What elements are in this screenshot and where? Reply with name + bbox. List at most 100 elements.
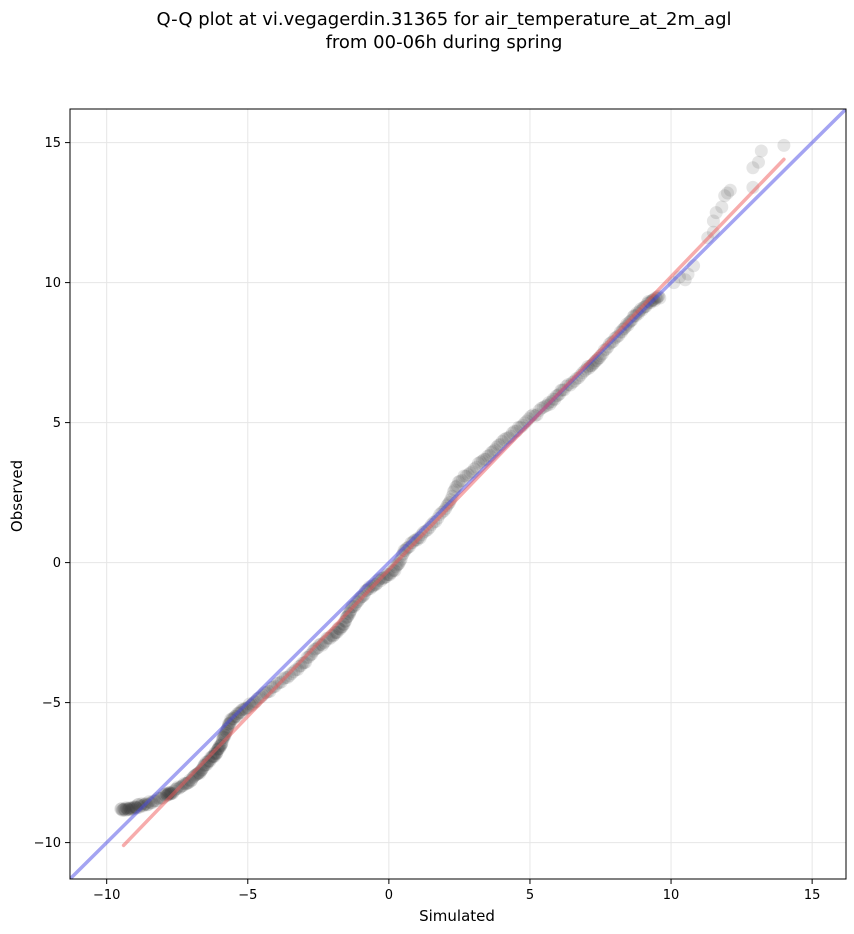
- data-point: [205, 749, 219, 763]
- data-point: [123, 801, 137, 815]
- data-point: [378, 570, 392, 584]
- data-point: [267, 680, 280, 694]
- data-point: [293, 659, 306, 673]
- data-point: [120, 802, 134, 816]
- data-point: [197, 759, 211, 773]
- data-point: [208, 747, 222, 760]
- data-point: [399, 542, 413, 556]
- data-point: [209, 747, 223, 761]
- x-tick-label: 10: [663, 888, 680, 903]
- data-point: [777, 138, 791, 152]
- data-point: [116, 803, 130, 817]
- data-point: [164, 787, 177, 801]
- data-point: [122, 801, 136, 815]
- x-tick-label: 5: [526, 888, 534, 903]
- data-point: [461, 468, 475, 482]
- data-point: [122, 803, 135, 817]
- data-point: [180, 776, 194, 790]
- data-point: [234, 706, 248, 720]
- data-point: [143, 796, 157, 810]
- y-tick-label: −5: [42, 696, 61, 711]
- data-point: [164, 786, 178, 800]
- data-point: [391, 557, 405, 571]
- data-point: [217, 731, 231, 744]
- data-point: [407, 534, 421, 548]
- data-point: [289, 663, 303, 677]
- data-point: [340, 610, 354, 624]
- data-point: [393, 554, 407, 568]
- data-point: [119, 801, 133, 815]
- data-point: [118, 802, 132, 816]
- data-point: [706, 214, 720, 228]
- data-point: [390, 558, 404, 572]
- x-axis-label: Simulated: [419, 907, 495, 925]
- data-point: [311, 641, 325, 655]
- y-tick-label: −10: [34, 836, 61, 851]
- y-axis-label: Observed: [8, 460, 26, 532]
- fit-reference-line: [121, 157, 786, 848]
- data-point: [754, 144, 768, 158]
- data-point: [314, 637, 328, 651]
- data-point: [296, 656, 309, 670]
- data-point: [302, 650, 316, 664]
- data-point: [198, 758, 211, 772]
- y-tick-label: 10: [44, 276, 61, 291]
- data-point: [455, 474, 469, 487]
- data-point: [309, 642, 323, 656]
- data-point: [377, 571, 390, 585]
- data-point: [746, 161, 760, 175]
- data-point: [721, 186, 734, 200]
- data-point: [474, 455, 487, 469]
- data-point: [121, 802, 135, 816]
- x-tick-label: −10: [93, 888, 120, 903]
- data-point: [312, 638, 326, 652]
- data-point: [114, 802, 128, 816]
- data-point: [452, 475, 465, 489]
- data-point: [306, 644, 320, 658]
- axes: −10 −5 0 5 10 15 −10 −5 0 5 10 15: [34, 108, 847, 903]
- data-point: [126, 800, 140, 814]
- data-point: [115, 802, 129, 816]
- data-point: [715, 200, 729, 214]
- data-point: [223, 716, 237, 730]
- data-point: [453, 474, 467, 488]
- data-point: [223, 717, 237, 730]
- data-point: [201, 754, 215, 768]
- data-point: [187, 770, 201, 784]
- plot-frame: [69, 108, 847, 880]
- identity-reference-line: [70, 109, 846, 879]
- data-point: [532, 404, 546, 417]
- data-point: [216, 733, 229, 747]
- data-point: [179, 777, 192, 791]
- data-point: [567, 374, 581, 388]
- data-point: [163, 787, 177, 801]
- data-point: [206, 749, 220, 763]
- data-point: [341, 609, 355, 623]
- y-tick-label: 5: [53, 416, 61, 431]
- data-point: [343, 607, 356, 621]
- data-point: [678, 273, 692, 287]
- data-point: [339, 611, 353, 624]
- data-point: [134, 799, 148, 813]
- data-point: [261, 685, 275, 699]
- data-point: [287, 665, 301, 679]
- data-point: [380, 568, 394, 581]
- x-tick-label: 0: [385, 888, 393, 903]
- data-point: [237, 702, 251, 716]
- data-point: [463, 466, 477, 480]
- data-point: [718, 189, 732, 203]
- data-point: [183, 773, 197, 787]
- data-point: [230, 710, 244, 724]
- data-point: [449, 480, 463, 494]
- reference-lines: [70, 109, 846, 879]
- data-point: [222, 718, 236, 732]
- chart-title-line-2: from 00-06h during spring: [326, 32, 563, 53]
- y-tick-label: 15: [44, 136, 61, 151]
- data-point: [300, 651, 314, 664]
- data-point: [459, 469, 473, 483]
- data-point: [397, 543, 411, 557]
- chart-title-line-1: Q-Q plot at vi.vegagerdin.31365 for air_…: [157, 9, 732, 30]
- x-tick-label: 15: [804, 888, 821, 903]
- data-point: [115, 803, 129, 817]
